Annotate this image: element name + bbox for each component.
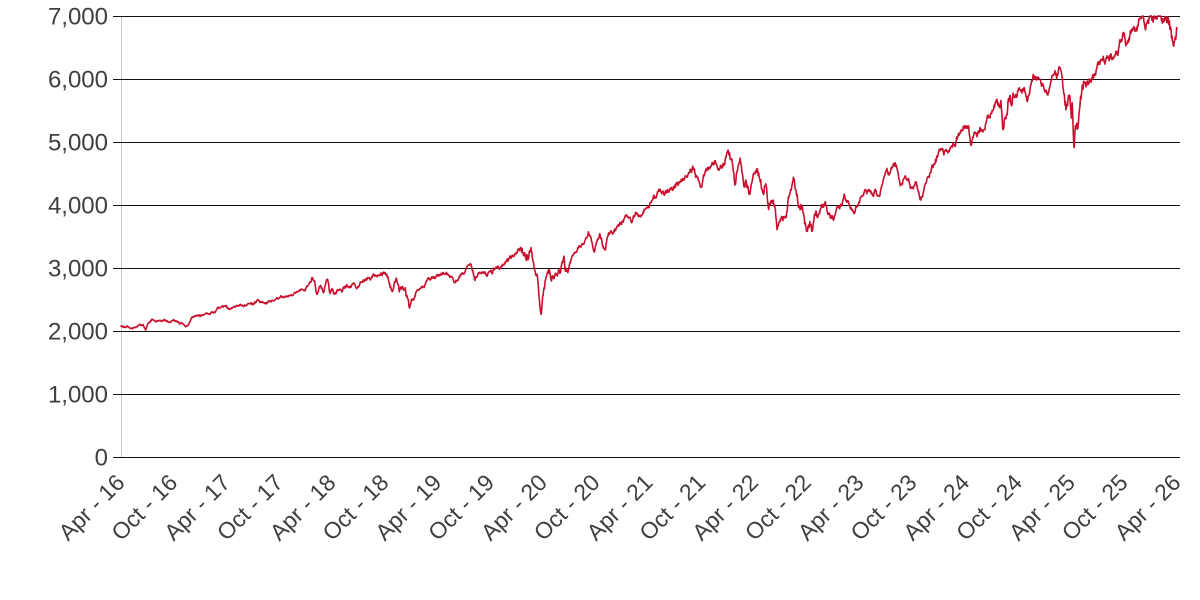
y-tick-label: 3,000 — [48, 256, 108, 283]
y-tick-label: 1,000 — [48, 382, 108, 409]
y-tick-label: 7,000 — [48, 4, 108, 31]
price-line-series — [120, 15, 1178, 331]
y-tick-label: 5,000 — [48, 130, 108, 157]
y-tick-label: 0 — [95, 445, 108, 472]
y-tick-label: 4,000 — [48, 193, 108, 220]
y-tick-label: 2,000 — [48, 319, 108, 346]
y-tick-label: 6,000 — [48, 67, 108, 94]
